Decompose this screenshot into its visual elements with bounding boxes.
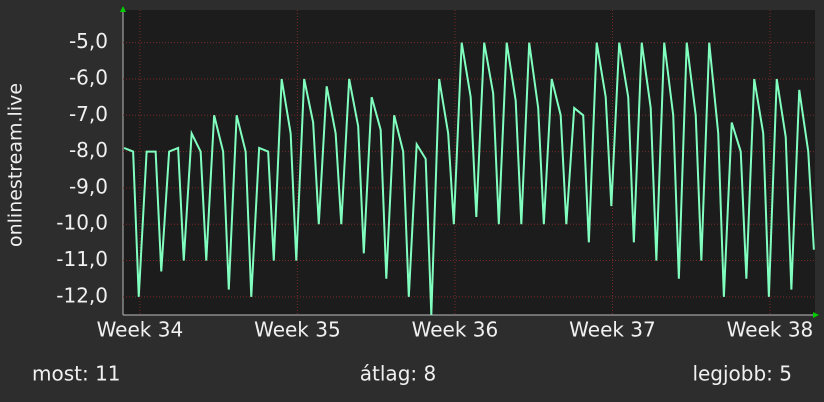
y-axis-label: onlinestream.live [5, 83, 27, 247]
y-tick-label: -6,0 [69, 65, 108, 89]
marks [123, 42, 815, 316]
stat-current: most: 11 [32, 362, 121, 386]
x-tick-label: Week 37 [569, 318, 656, 342]
y-tick-label: -10,0 [56, 211, 108, 235]
stat-max: legjobb: 5 [692, 362, 792, 386]
y-tick-label: -12,0 [56, 283, 108, 307]
y-tick-label: -9,0 [69, 174, 108, 198]
y-tick-label: -7,0 [69, 102, 108, 126]
stat-average: átlag: 8 [360, 362, 436, 386]
y-tick-label: -5,0 [69, 29, 108, 53]
x-tick-label: Week 34 [97, 318, 184, 342]
y-tick-label: -11,0 [56, 247, 108, 271]
y-axis-arrow [120, 6, 126, 12]
x-tick-label: Week 35 [254, 318, 341, 342]
x-tick-label: Week 38 [727, 318, 814, 342]
plot-area [123, 10, 815, 315]
x-axis-arrow [813, 312, 819, 318]
y-tick-label: -8,0 [69, 138, 108, 162]
data-line [123, 42, 815, 316]
x-tick-label: Week 36 [412, 318, 499, 342]
